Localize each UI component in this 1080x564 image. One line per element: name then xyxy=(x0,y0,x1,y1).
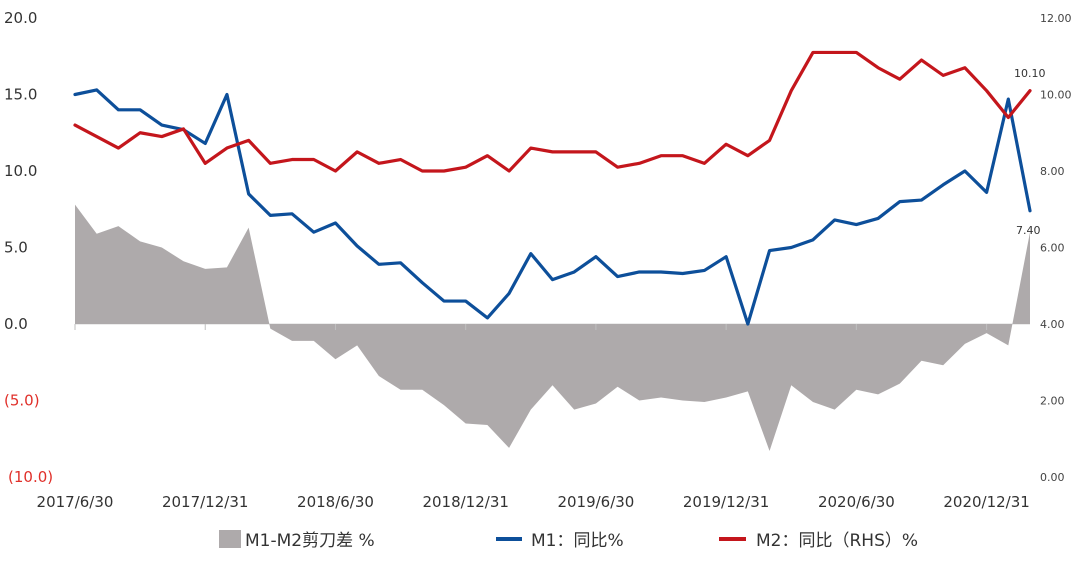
left-tick-label: 5.0 xyxy=(4,239,28,257)
right-tick-label: 10.00 xyxy=(1040,89,1072,102)
end-labels: 10.10 7.40 xyxy=(1014,67,1046,237)
line-layer xyxy=(73,50,1032,326)
left-tick-label: 15.0 xyxy=(4,86,37,104)
left-tick-label: 0.0 xyxy=(4,315,28,333)
m2-line xyxy=(73,50,1032,173)
x-tick-label: 2020/12/31 xyxy=(943,493,1029,511)
area-layer xyxy=(75,204,1030,451)
legend: M1-M2剪刀差 % M1：同比% M2：同比（RHS）% xyxy=(219,530,918,551)
x-tick-label: 2019/6/30 xyxy=(557,493,634,511)
x-axis: 2017/6/30 2017/12/31 2018/6/30 2018/12/31 20… xyxy=(37,324,1030,511)
left-axis: 20.0 15.0 10.0 5.0 0.0 (5.0) (10.0) xyxy=(4,9,53,486)
x-tick-label: 2020/6/30 xyxy=(818,493,895,511)
right-tick-label: 12.00 xyxy=(1040,12,1072,25)
x-tick-label: 2018/12/31 xyxy=(422,493,508,511)
m2-end-label: 10.10 xyxy=(1014,67,1046,80)
right-axis: 12.00 10.00 8.00 6.00 4.00 2.00 0.00 xyxy=(1040,12,1072,484)
x-tick-label: 2017/6/30 xyxy=(37,493,114,511)
right-tick-label: 6.00 xyxy=(1040,242,1065,255)
right-tick-label: 8.00 xyxy=(1040,165,1065,178)
legend-label-m2: M2：同比（RHS）% xyxy=(756,531,918,551)
left-tick-label: (10.0) xyxy=(8,468,53,486)
m1-end-label: 7.40 xyxy=(1016,224,1041,237)
right-tick-label: 0.00 xyxy=(1040,471,1065,484)
legend-item-m1[interactable]: M1：同比% xyxy=(496,531,624,551)
right-tick-label: 2.00 xyxy=(1040,395,1065,408)
left-tick-label: 10.0 xyxy=(4,162,37,180)
x-tick-label: 2017/12/31 xyxy=(162,493,248,511)
legend-swatch-spread xyxy=(219,530,241,548)
right-tick-label: 4.00 xyxy=(1040,318,1065,331)
legend-item-m2[interactable]: M2：同比（RHS）% xyxy=(719,531,918,551)
spread-area xyxy=(75,204,1030,451)
legend-label-m1: M1：同比% xyxy=(531,531,624,551)
x-tick-label: 2019/12/31 xyxy=(683,493,769,511)
m1-line xyxy=(73,88,1032,326)
left-tick-label: 20.0 xyxy=(4,9,37,27)
left-tick-label: (5.0) xyxy=(4,392,40,410)
x-tick-label: 2018/6/30 xyxy=(297,493,374,511)
legend-label-spread: M1-M2剪刀差 % xyxy=(245,531,375,551)
legend-item-spread[interactable]: M1-M2剪刀差 % xyxy=(219,530,375,551)
